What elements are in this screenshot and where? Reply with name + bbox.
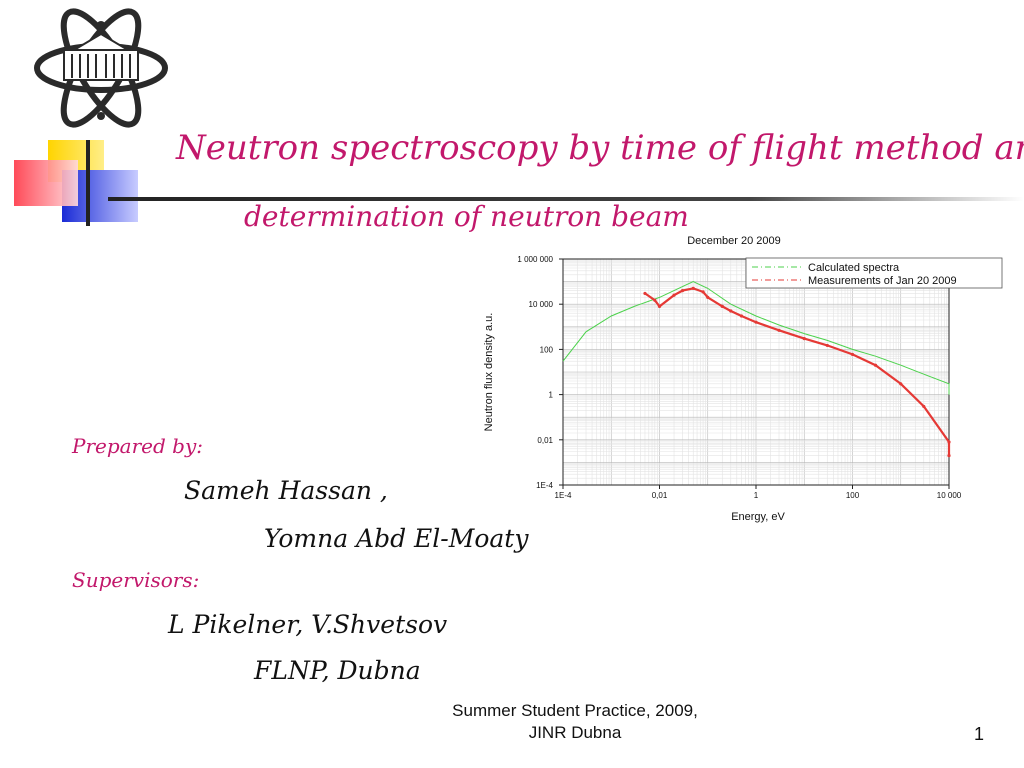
supervisor-names: L Pikelner, V.Shvetsov: [168, 610, 448, 639]
x-axis-label: Energy, eV: [731, 511, 785, 523]
decorative-blocks: [14, 140, 138, 226]
chart-title: December 20 2009: [687, 235, 781, 247]
slide-title-line2: determination of neutron beam: [244, 200, 689, 233]
measured-point: [850, 352, 855, 357]
y-tick-label: 1E-4: [536, 481, 553, 490]
measured-point: [643, 291, 647, 296]
y-tick-label: 1 000 000: [517, 255, 553, 264]
chart-series: [562, 281, 951, 458]
measured-point: [653, 298, 657, 302]
slide-title-line1: Neutron spectroscopy by time of flight m…: [176, 128, 1024, 168]
y-axis-label: Neutron flux density a.u.: [483, 313, 495, 432]
measured-point: [720, 304, 724, 308]
y-tick-label: 100: [540, 345, 554, 354]
footer-line-2: JINR Dubna: [528, 723, 622, 742]
measured-point: [947, 440, 951, 444]
x-tick-label: 1E-4: [555, 491, 572, 500]
chart-legend: Calculated spectra Measurements of Jan 2…: [745, 257, 1003, 289]
x-tick-label: 10 000: [937, 491, 962, 500]
measured-point: [672, 293, 676, 297]
y-tick-label: 10 000: [529, 300, 554, 309]
title-rule: [108, 197, 1024, 201]
prepared-by-label: Prepared by:: [72, 434, 203, 458]
y-tick-label: 0,01: [537, 436, 553, 445]
measured-point: [825, 343, 829, 348]
measured-point: [947, 453, 951, 458]
measured-point: [754, 320, 758, 324]
page-number: 1: [974, 724, 985, 744]
chart-grid: [562, 259, 949, 486]
measured-point: [899, 382, 903, 386]
x-tick-label: 0,01: [652, 491, 668, 500]
x-tick-label: 1: [754, 491, 759, 500]
y-tick-label: 1: [549, 391, 554, 400]
measured-point: [802, 337, 806, 341]
measured-point: [680, 288, 685, 293]
measured-point: [922, 404, 926, 409]
legend-label-calculated: Calculated spectra: [808, 262, 900, 274]
x-tick-label: 100: [846, 491, 860, 500]
neutron-spectrum-chart: December 20 2009 1E-4 0,01 1 100 10 000 1E-4 0…: [483, 235, 1003, 523]
measured-point: [706, 295, 710, 299]
measured-point: [873, 363, 878, 367]
measured-point: [777, 328, 781, 332]
chart-ticks: 1E-4 0,01 1 100 10 000 1E-4 0,01 1 100 10 000 1 00…: [517, 255, 961, 500]
supervisors-label: Supervisors:: [72, 568, 200, 592]
measured-point: [701, 290, 705, 294]
jinr-atom-logo-icon: [34, 8, 168, 128]
measured-point: [739, 314, 744, 318]
author-name-1: Sameh Hassan ,: [184, 476, 388, 505]
footer-line-1: Summer Student Practice, 2009,: [452, 701, 698, 720]
measured-point: [657, 304, 662, 308]
measured-point: [691, 286, 695, 291]
legend-label-measured: Measurements of Jan 20 2009: [808, 275, 957, 287]
author-name-2: Yomna Abd El-Moaty: [264, 524, 529, 553]
series-calculated-line: [562, 281, 950, 395]
footer: Summer Student Practice, 2009, JINR Dubn…: [410, 700, 740, 744]
organization: FLNP, Dubna: [254, 656, 421, 685]
measured-point: [729, 309, 733, 313]
